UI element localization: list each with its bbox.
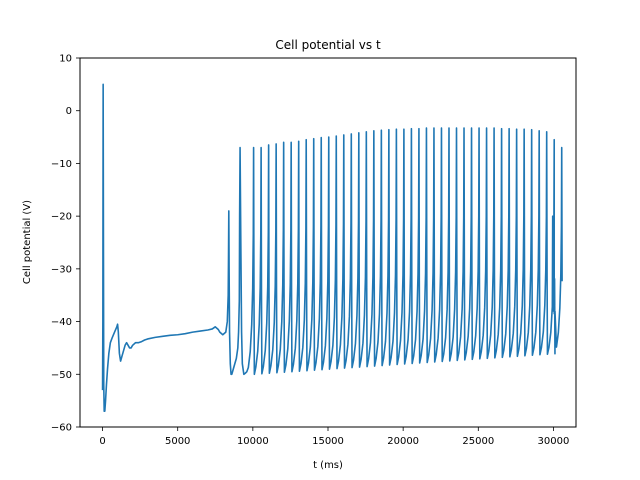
- x-tick-label: 25000: [462, 436, 494, 447]
- x-tick-label: 10000: [237, 436, 269, 447]
- y-tick-label: −40: [51, 317, 72, 328]
- x-tick-label: 5000: [165, 436, 190, 447]
- x-tick-label: 15000: [312, 436, 344, 447]
- x-tick-label: 30000: [538, 436, 570, 447]
- y-axis-label: Cell potential (V): [22, 200, 33, 284]
- y-tick-label: −20: [51, 212, 72, 223]
- x-axis-ticks: 0 5000 10000 15000 20000 25000 30000: [99, 427, 569, 447]
- x-axis-label: t (ms): [313, 460, 343, 471]
- y-tick-label: 0: [66, 106, 72, 117]
- y-tick-label: 10: [59, 54, 72, 65]
- y-axis-ticks: −60 −50 −40 −30 −20 −10 0 10: [51, 54, 80, 434]
- x-tick-label: 0: [99, 436, 105, 447]
- y-tick-label: −60: [51, 423, 72, 434]
- x-tick-label: 20000: [387, 436, 419, 447]
- y-tick-label: −10: [51, 159, 72, 170]
- y-tick-label: −30: [51, 264, 72, 275]
- series-line: [101, 83, 563, 412]
- y-tick-label: −50: [51, 370, 72, 381]
- chart-title: Cell potential vs t: [275, 38, 381, 52]
